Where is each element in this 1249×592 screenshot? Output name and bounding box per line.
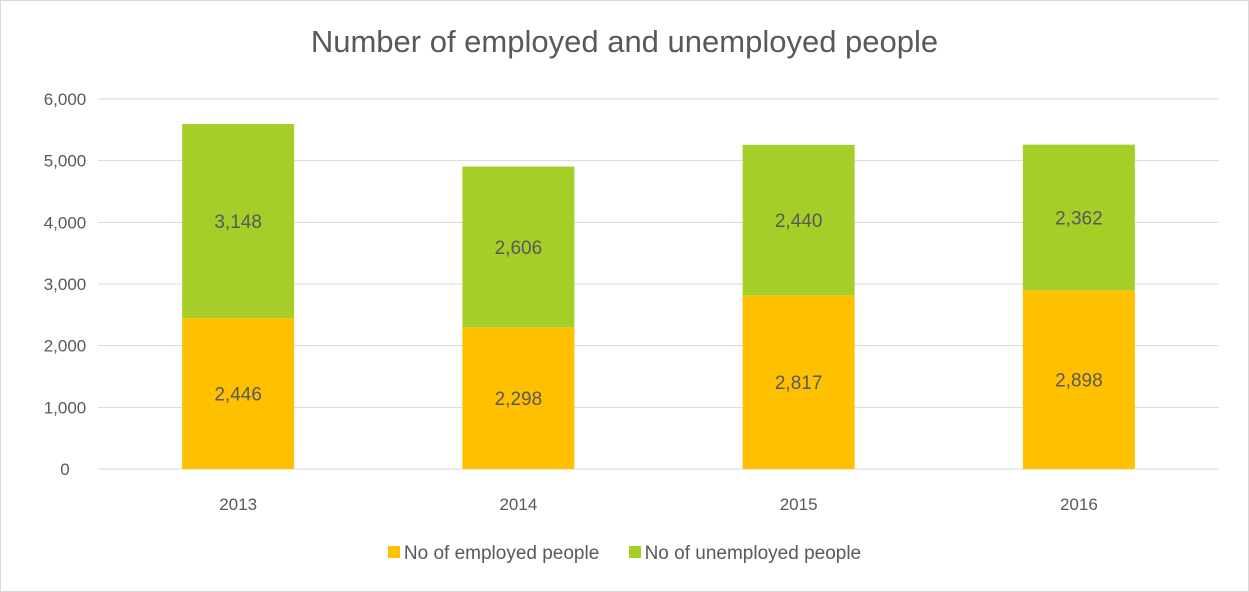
legend-label-unemployed: No of unemployed people <box>644 543 862 564</box>
chart-title: Number of employed and unemployed people <box>310 24 939 59</box>
bar-unemployed <box>462 166 575 328</box>
bar-unemployed <box>182 124 295 319</box>
bar-employed <box>1022 290 1135 469</box>
data-label: 2,362 <box>1055 208 1103 229</box>
data-label: 2,606 <box>495 238 543 259</box>
bar-unemployed <box>1022 144 1135 291</box>
data-label: 2,440 <box>775 211 823 232</box>
y-tick-label: 6,000 <box>44 90 87 109</box>
y-tick-label: 1,000 <box>44 398 87 417</box>
legend: No of employed people No of unemployed p… <box>0 543 1249 565</box>
y-tick-label: 2,000 <box>44 337 87 356</box>
bar-unemployed <box>742 144 855 296</box>
legend-label-employed: No of employed people <box>403 543 600 564</box>
bar-employed <box>182 318 295 469</box>
y-tick-label: 5,000 <box>44 152 87 171</box>
data-label: 2,817 <box>775 373 823 394</box>
data-label: 2,446 <box>214 385 262 406</box>
legend-swatch-unemployed <box>628 545 641 558</box>
legend-item-unemployed: No of unemployed people <box>628 543 862 565</box>
x-tick-label: 2013 <box>219 495 257 514</box>
y-tick-label: 4,000 <box>44 213 87 232</box>
legend-swatch-employed <box>387 545 400 558</box>
x-tick-label: 2016 <box>1060 495 1098 514</box>
y-tick-label: 3,000 <box>44 275 87 294</box>
bar-employed <box>462 327 575 469</box>
data-label: 3,148 <box>214 212 262 233</box>
bar-employed <box>742 295 855 469</box>
y-tick-label: 0 <box>60 460 69 479</box>
x-tick-label: 2014 <box>499 495 537 514</box>
legend-item-employed: No of employed people <box>387 543 600 565</box>
data-label: 2,298 <box>495 389 543 410</box>
x-tick-label: 2015 <box>780 495 818 514</box>
data-label: 2,898 <box>1055 371 1103 392</box>
